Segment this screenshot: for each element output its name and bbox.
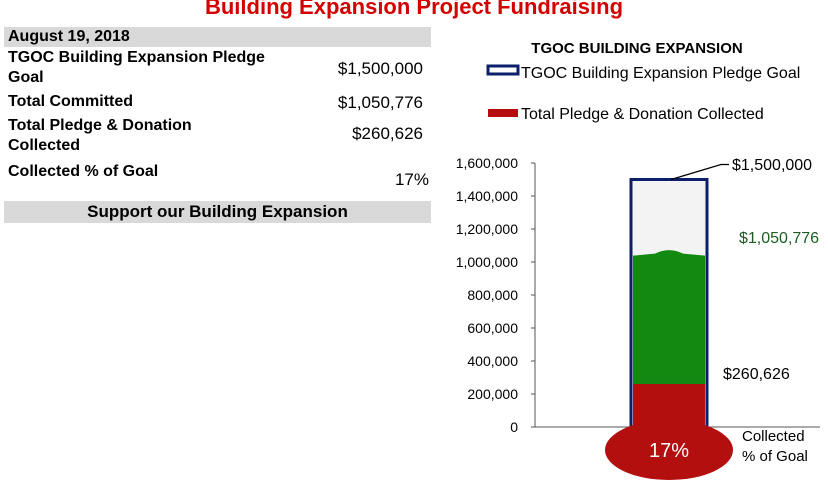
summary-row-percent: Collected % of Goal 17% [4, 159, 431, 189]
summary-row-value: $1,500,000 [337, 59, 423, 78]
legend-label-collected: Total Pledge & Donation Collected [521, 106, 764, 123]
summary-row-value: $1,050,776 [337, 93, 423, 112]
summary-row-label: Collected % of Goal [8, 163, 159, 180]
y-tick-label: 800,000 [467, 287, 518, 303]
committed-label: $1,050,776 [739, 230, 819, 247]
summary-panel: August 19, 2018 TGOC Building Expansion … [4, 27, 431, 223]
chart-title: TGOC BUILDING EXPANSION [531, 40, 742, 57]
summary-row-label: TGOC Building Expansion Pledge Goal [8, 49, 265, 86]
goal-callout-leader [670, 163, 729, 181]
summary-row-pledge-goal: TGOC Building Expansion Pledge Goal $1,5… [4, 47, 431, 89]
y-tick-label: 1,000,000 [456, 254, 518, 270]
summary-row-collected: Total Pledge & Donation Collected $260,6… [4, 114, 431, 159]
bulb-caption-line1: Collected [742, 428, 805, 445]
summary-row-label: Total Pledge & Donation Collected [8, 117, 192, 154]
summary-row-label: Total Committed [8, 93, 134, 110]
report-date: August 19, 2018 [4, 27, 431, 47]
legend-swatch-collected [488, 109, 518, 117]
collected-label: $260,626 [723, 366, 790, 383]
y-tick-label: 200,000 [467, 386, 518, 402]
y-tick-label: 1,400,000 [456, 188, 518, 204]
goal-callout-label: $1,500,000 [732, 157, 812, 174]
summary-row-value: 17% [394, 170, 429, 189]
y-tick-label: 600,000 [467, 320, 518, 336]
legend-label-goal: TGOC Building Expansion Pledge Goal [521, 65, 800, 82]
bulb-caption-line2: % of Goal [742, 448, 808, 465]
page-title: Building Expansion Project Fundraising [204, 0, 624, 19]
y-tick-label: 400,000 [467, 353, 518, 369]
thermometer-chart: TGOC BUILDING EXPANSION TGOC Building Exp… [456, 40, 820, 480]
support-banner: Support our Building Expansion [4, 201, 431, 223]
y-tick-label: 1,200,000 [456, 221, 518, 237]
bulb [605, 420, 733, 480]
summary-row-value: $260,626 [352, 124, 423, 143]
legend-swatch-goal [486, 64, 520, 76]
summary-row-total-committed: Total Committed $1,050,776 [4, 89, 431, 114]
committed-bar [633, 250, 705, 427]
bulb-percent-label: 17% [649, 440, 689, 462]
y-tick-label: 1,600,000 [456, 155, 518, 171]
y-tick-label: 0 [510, 419, 518, 435]
